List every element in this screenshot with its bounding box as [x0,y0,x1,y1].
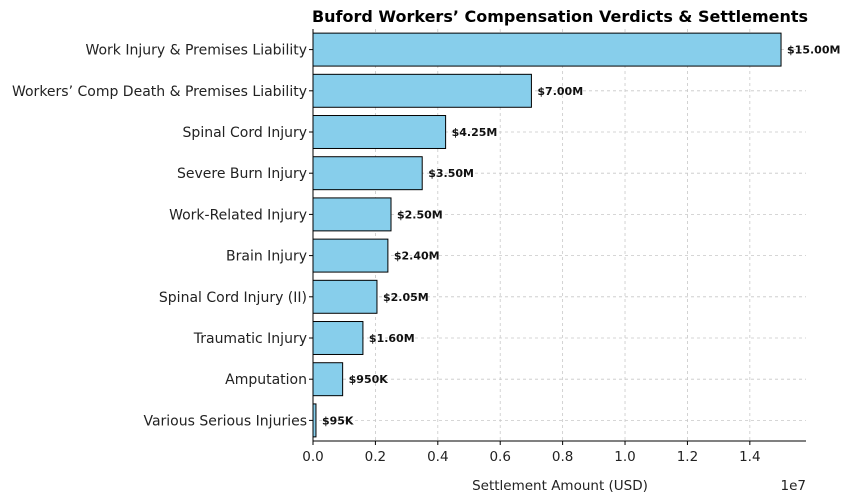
category-label: Work-Related Injury [169,207,307,223]
x-tick-label: 0.0 [302,449,323,465]
category-labels: Work Injury & Premises Liability Workers’… [12,43,313,429]
bar [312,73,532,108]
category-label: Spinal Cord Injury (II) [159,290,307,306]
category-label: Brain Injury [226,249,307,265]
bar-value-label: $2.50M [397,208,443,221]
bar [312,321,364,355]
x-axis-scale-label: 1e7 [781,478,806,494]
bar-value-label: $4.25M [452,126,498,139]
x-axis-label: Settlement Amount (USD) [472,478,648,494]
axes-spines [312,29,806,442]
bar [312,279,378,314]
x-tick-label: 0.2 [365,449,386,465]
x-tick-label: 1.2 [677,449,698,465]
bar-value-label: $2.40M [394,250,440,263]
bar [312,362,344,397]
bar-value-label: $7.00M [537,85,583,98]
bar-value-label: $2.05M [383,291,429,304]
bar-value-label: $95K [322,414,354,427]
bar [312,197,392,232]
data-labels: $15.00M $7.00M $4.25M $3.50M $2.50M $2.40M $2.… [322,44,840,428]
bar [312,238,389,273]
bar [312,115,447,149]
bars [312,32,782,438]
x-tick-label: 1.0 [614,449,635,465]
x-tick-label: 0.8 [552,449,573,465]
grid-lines [312,29,806,441]
category-label: Severe Burn Injury [177,166,307,182]
x-axis-ticks: 0.0 0.2 0.4 0.6 0.8 1.0 1.2 1.4 [302,441,761,465]
bar [312,156,423,191]
x-tick-label: 0.6 [489,449,510,465]
x-tick-label: 0.4 [427,449,448,465]
bar-value-label: $950K [349,373,389,386]
category-label: Work Injury & Premises Liability [85,43,307,59]
bar-value-label: $1.60M [369,332,415,345]
chart-title: Buford Workers’ Compensation Verdicts & … [312,7,808,26]
bar-value-label: $3.50M [428,167,474,180]
bar-value-label: $15.00M [787,44,840,57]
category-label: Traumatic Injury [193,331,307,347]
bar [312,32,782,67]
x-tick-label: 1.4 [739,449,760,465]
category-label: Workers’ Comp Death & Premises Liability [12,84,307,100]
category-label: Spinal Cord Injury [183,125,307,141]
category-label: Various Serious Injuries [143,413,307,429]
category-label: Amputation [225,372,307,388]
